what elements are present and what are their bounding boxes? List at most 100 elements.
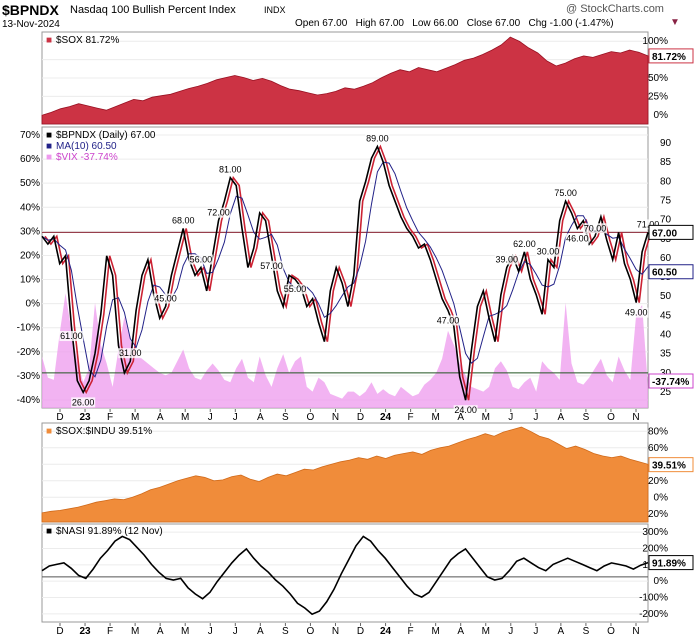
y-tick-label: 10% bbox=[20, 275, 40, 286]
y-tick-label: 60% bbox=[20, 154, 40, 165]
bpndx-shadow-series bbox=[44, 144, 652, 401]
x-tick-label: D bbox=[56, 626, 63, 637]
x-axis-bottom: D 23 F M A M J J A S O N D 24 F M A M J J A S O N bbox=[56, 623, 640, 637]
last-value-box bbox=[648, 457, 694, 473]
ma-legend-label: MA(10) 60.50 bbox=[56, 141, 117, 152]
nasi-panel bbox=[41, 523, 649, 623]
annotation-bg bbox=[583, 223, 608, 234]
y-tick-label: 70 bbox=[660, 215, 672, 226]
y-tick-label: 80% bbox=[648, 426, 668, 437]
y-tick-label: -100% bbox=[639, 593, 668, 604]
y-tick-label: 100% bbox=[642, 36, 668, 47]
y-tick-label: 0% bbox=[654, 492, 669, 503]
annotation-bg bbox=[282, 284, 307, 295]
y-tick-label: 20% bbox=[20, 250, 40, 261]
data-label: 30.00 bbox=[537, 247, 560, 257]
annotation-bg bbox=[512, 238, 537, 249]
annotation-bg bbox=[553, 188, 578, 199]
x-tick-label: S bbox=[282, 412, 289, 423]
y-tick-label: 70% bbox=[20, 130, 40, 141]
annotation-bg bbox=[59, 331, 84, 342]
x-tick-label: S bbox=[583, 412, 590, 423]
chg-down-icon: ▼ bbox=[670, 17, 680, 28]
annotation-bg bbox=[153, 293, 178, 304]
bpndx-legend-swatch: ■ bbox=[46, 130, 52, 141]
annotation-bg bbox=[171, 215, 196, 226]
symbol-description: Nasdaq 100 Bullish Percent Index bbox=[70, 4, 236, 16]
x-tick-label: O bbox=[307, 626, 315, 637]
x-axis-top: D 23 F M A M J J A S O N D 24 F M A M J J A S O N bbox=[56, 409, 640, 423]
last-value-label: 91.89% bbox=[652, 559, 686, 570]
x-tick-label: J bbox=[533, 626, 538, 637]
nasi-legend-label: $NASI 91.89% (12 Nov) bbox=[56, 526, 163, 537]
y-tick-label: 50% bbox=[648, 73, 668, 84]
vix-last-badge: -37.74% bbox=[648, 373, 694, 389]
y-tick-label: 25 bbox=[660, 387, 672, 398]
x-tick-label: N bbox=[332, 626, 339, 637]
data-label: 57.00 bbox=[260, 261, 283, 271]
bpndx-legend-label: $BPNDX (Daily) 67.00 bbox=[56, 130, 156, 141]
last-value-box bbox=[648, 373, 694, 389]
y-tick-label: 50 bbox=[660, 291, 672, 302]
data-label: 71.00 bbox=[637, 219, 660, 229]
x-tick-label: M bbox=[131, 626, 139, 637]
y-tick-label: -10% bbox=[17, 323, 40, 334]
watermark: @ StockCharts.com bbox=[566, 3, 664, 15]
data-label: 46.00 bbox=[566, 233, 589, 243]
y-tick-label: 30 bbox=[660, 368, 672, 379]
x-tick-label: M bbox=[482, 412, 490, 423]
x-tick-label: M bbox=[431, 626, 439, 637]
header-date: 13-Nov-2024 bbox=[2, 19, 60, 30]
x-tick-label: J bbox=[233, 626, 238, 637]
ratio-legend-swatch: ■ bbox=[46, 426, 52, 437]
x-tick-label: M bbox=[482, 626, 490, 637]
x-tick-label: N bbox=[332, 412, 339, 423]
x-tick-label: 24 bbox=[380, 412, 392, 423]
x-tick-label: O bbox=[307, 412, 315, 423]
bpndx-last-badge: 67.00 bbox=[648, 224, 694, 240]
x-tick-label: S bbox=[583, 626, 590, 637]
annotation-bg bbox=[206, 207, 231, 218]
last-value-label: 60.50 bbox=[652, 268, 677, 279]
data-label: 81.00 bbox=[219, 165, 242, 175]
annotation-bg bbox=[71, 397, 96, 408]
x-tick-label: A bbox=[558, 412, 565, 423]
x-tick-label: A bbox=[257, 412, 264, 423]
x-tick-label: D bbox=[56, 412, 63, 423]
y-tick-label: 200% bbox=[642, 544, 668, 555]
data-label: 61.00 bbox=[60, 331, 83, 341]
x-tick-label: A bbox=[457, 626, 464, 637]
bpndx-legend: ■ $BPNDX (Daily) 67.00 ■ MA(10) 60.50 ■ $VIX … bbox=[46, 130, 156, 163]
data-label: 62.00 bbox=[513, 239, 536, 249]
ma-legend-swatch: ■ bbox=[46, 141, 52, 152]
x-tick-label: 23 bbox=[79, 412, 91, 423]
y-tick-label: 60% bbox=[648, 443, 668, 454]
data-label: 89.00 bbox=[366, 134, 389, 144]
y-tick-label: 75 bbox=[660, 195, 672, 206]
x-tick-label: F bbox=[107, 412, 113, 423]
x-tick-label: F bbox=[408, 412, 414, 423]
x-tick-label: N bbox=[632, 412, 639, 423]
annotation-bg bbox=[636, 219, 660, 230]
annotation-bg bbox=[435, 315, 460, 326]
y-tick-label: 0% bbox=[26, 299, 41, 310]
x-tick-label: D bbox=[357, 412, 364, 423]
y-tick-label: -20% bbox=[645, 509, 668, 520]
x-tick-label: M bbox=[181, 412, 189, 423]
x-tick-label: O bbox=[607, 412, 615, 423]
ratio-last-badge: 39.51% bbox=[648, 457, 694, 473]
sox-area-series bbox=[41, 36, 649, 125]
annotation-bg bbox=[494, 254, 519, 265]
y-tick-label: 0% bbox=[654, 110, 669, 121]
sox-legend-swatch: ■ bbox=[46, 35, 52, 46]
data-label: 47.00 bbox=[437, 315, 460, 325]
ohlc-readout: Open 67.00 High 67.00 Low 66.00 Close 67… bbox=[295, 18, 614, 29]
y-tick-label: 0% bbox=[654, 576, 669, 587]
x-tick-label: F bbox=[408, 626, 414, 637]
y-tick-label: 20% bbox=[648, 476, 668, 487]
sox-legend-label: $SOX 81.72% bbox=[56, 35, 119, 46]
last-value-label: 81.72% bbox=[652, 52, 686, 63]
bpndx-series bbox=[41, 144, 649, 401]
data-label: 45.00 bbox=[154, 294, 177, 304]
